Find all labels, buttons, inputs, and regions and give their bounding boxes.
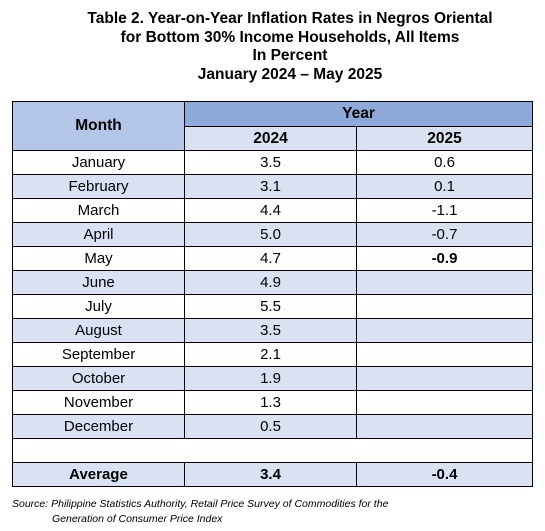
month-cell: March: [12, 198, 185, 223]
data-row: February 3.1 0.1: [12, 174, 533, 199]
month-cell: October: [12, 366, 185, 391]
empty-cell: [356, 270, 533, 295]
value-cell: -0.7: [356, 222, 533, 247]
empty-cell: [356, 294, 533, 319]
data-row: January 3.5 0.6: [12, 150, 533, 175]
data-row: March 4.4 -1.1: [12, 198, 533, 223]
average-row: Average 3.4 -0.4: [12, 462, 533, 487]
value-cell: 3.5: [184, 318, 357, 343]
value-cell: 0.6: [356, 150, 533, 175]
value-cell: 1.9: [184, 366, 357, 391]
average-value: -0.4: [356, 462, 533, 487]
month-cell: February: [12, 174, 185, 199]
title-line: for Bottom 30% Income Households, All It…: [120, 28, 460, 46]
title-line: In Percent: [252, 47, 328, 64]
month-cell: June: [12, 270, 185, 295]
month-cell: January: [12, 150, 185, 175]
month-header: Month: [12, 101, 185, 151]
source-line: Generation of Consumer Price Index: [52, 513, 223, 525]
month-cell: November: [12, 390, 185, 415]
empty-cell: [12, 438, 533, 463]
month-cell: December: [12, 414, 185, 439]
empty-cell: [356, 342, 533, 367]
value-cell: 3.1: [184, 174, 357, 199]
value-cell: 1.3: [184, 390, 357, 415]
data-row: December 0.5: [12, 414, 533, 439]
inflation-table: Month Year 2024 2025 January 3.5 0.6 February 3.…: [12, 101, 533, 487]
month-cell: August: [12, 318, 185, 343]
year-header: Year: [184, 101, 533, 127]
data-row: June 4.9: [12, 270, 533, 295]
header-row: 2024 2025: [13, 126, 533, 151]
title-line: Table 2. Year-on-Year Inflation Rates in…: [87, 10, 493, 27]
average-label: Average: [12, 462, 185, 487]
title-line: January 2024 – May 2025: [197, 65, 383, 83]
data-row: August 3.5: [12, 318, 533, 343]
value-cell: 4.7: [184, 246, 357, 271]
empty-cell: [356, 318, 533, 343]
value-cell: 5.5: [184, 294, 357, 319]
value-cell: 4.4: [184, 198, 357, 223]
year-label: 2025: [356, 126, 533, 151]
data-row: November 1.3: [12, 390, 533, 415]
data-row: July 5.5: [12, 294, 533, 319]
value-cell: 3.5: [184, 150, 357, 175]
month-cell: July: [12, 294, 185, 319]
empty-cell: [356, 414, 533, 439]
empty-cell: [356, 390, 533, 415]
empty-cell: [356, 366, 533, 391]
data-row: September 2.1: [12, 342, 533, 367]
value-cell: 0.1: [356, 174, 533, 199]
value-cell: 4.9: [184, 270, 357, 295]
data-row: October 1.9: [12, 366, 533, 391]
data-row: May 4.7 -0.9: [12, 246, 533, 271]
title: Table 2. Year-on-Year Inflation Rates in…: [0, 10, 545, 84]
value-cell: -1.1: [356, 198, 533, 223]
data-row: April 5.0 -0.7: [12, 222, 533, 247]
month-cell: September: [12, 342, 185, 367]
month-cell: May: [12, 246, 185, 271]
month-cell: April: [12, 222, 185, 247]
year-label: 2024: [184, 126, 357, 151]
value-cell: 0.5: [184, 414, 357, 439]
value-cell: -0.9: [356, 246, 533, 271]
average-value: 3.4: [184, 462, 357, 487]
header-row: Month Year: [12, 101, 533, 151]
source-note: Source: Philippine Statistics Authority,…: [12, 497, 388, 527]
blank-row: [12, 438, 533, 463]
value-cell: 2.1: [184, 342, 357, 367]
source-line: Source: Philippine Statistics Authority,…: [12, 498, 389, 510]
value-cell: 5.0: [184, 222, 357, 247]
